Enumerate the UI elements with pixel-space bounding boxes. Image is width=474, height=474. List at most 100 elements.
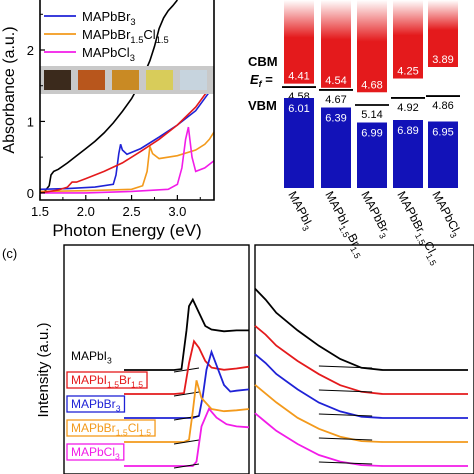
cbm-value: 4.25 (397, 66, 418, 78)
absorbance-line-mapbi3 (39, 0, 179, 194)
vbm-value: 6.95 (432, 127, 453, 139)
fermi-level-value: 5.14 (361, 109, 382, 121)
formula-part: 3 (448, 231, 459, 240)
composition-label: MAPbBr3 (356, 189, 394, 241)
cbm-bar (428, 0, 458, 67)
sample-film-1 (44, 70, 71, 90)
fermi-level-value: 4.86 (432, 100, 453, 112)
onset-baseline-guide (173, 463, 200, 469)
band-bars-group: 4.414.586.01MAPbI34.544.676.39MAPbI1.5Br… (282, 0, 465, 267)
absorbance-line-mapbcl3 (40, 126, 215, 194)
x-tick-label: 2.0 (77, 204, 95, 219)
cutoff-curve-mapbcl3 (254, 412, 468, 467)
cbm-value: 3.89 (432, 54, 453, 66)
formula-part: MAPbI (71, 349, 107, 363)
formula-part: 3 (300, 224, 311, 233)
y-tick-label: 1 (27, 114, 34, 129)
sample-photo-strip (40, 66, 214, 94)
formula-part: 3 (116, 404, 121, 414)
cutoff-curve-mapbbr15cl15 (254, 384, 468, 443)
series-label-box-mapbcl3 (66, 443, 125, 461)
vbm-value: 6.39 (325, 113, 346, 125)
sample-film-4 (146, 70, 173, 90)
formula-part: MAPbBr (71, 397, 116, 411)
formula-part: MAPbBr (82, 9, 131, 24)
cutoff-curve-mapbi15br15 (254, 325, 468, 395)
formula-part: 1.5 (130, 35, 143, 45)
photoemission-panel: (c) Intensity (a.u.) MAPbI3MAPbI1.5Br1.5… (2, 244, 474, 474)
series-label-mapbbr3: MAPbBr3 (71, 397, 121, 414)
onset-curve-mapbbr15cl15 (124, 380, 250, 443)
composition-label: MAPbI3 (283, 189, 317, 233)
formula-part: MAPbBr (358, 189, 391, 235)
absorbance-line-mapbbr15cl15 (39, 131, 215, 193)
onset-baseline-guide (173, 367, 200, 373)
formula-part: MAPbCl (71, 445, 115, 459)
intensity-series-group (124, 287, 468, 469)
formula-part: Cl (143, 27, 155, 42)
sample-film-2 (78, 70, 105, 90)
onset-curve-mapbi3 (124, 297, 249, 371)
composition-label: MAPbCl3 (427, 189, 465, 240)
absorbance-line-mapbi15br15 (39, 81, 215, 194)
formula-part: 3 (115, 452, 120, 462)
formula-part: 3 (107, 356, 112, 366)
formula-part: MAPbBr (71, 421, 116, 435)
formula-part: MAPbI (71, 373, 107, 387)
cbm-bar (321, 0, 351, 88)
fermi-sub: f (259, 79, 263, 89)
x-tick-label: 2.5 (123, 204, 141, 219)
y-tick-label: 0 (27, 186, 34, 201)
cutoff-subplot-frame (254, 244, 474, 474)
cbm-bar (393, 0, 423, 79)
intensity-series-labels: MAPbI3MAPbI1.5Br1.5MAPbBr3MAPbBr1.5Cl1.5… (66, 348, 156, 462)
formula-part: MAPbI (322, 189, 351, 227)
formula-part: 1.5 (156, 35, 169, 45)
cbm-value: 4.41 (288, 71, 309, 83)
band-alignment-panel: CBM Ef = VBM 4.414.586.01MAPbI34.544.676… (248, 0, 465, 267)
formula-part: MAPbBr (82, 27, 131, 42)
cbm-bar (357, 0, 387, 93)
formula-part: MAPbBr (394, 189, 427, 235)
vbm-bar (428, 121, 458, 188)
series-label-mapbi15br15: MAPbI1.5Br1.5 (71, 373, 143, 390)
cbm-value: 4.68 (361, 79, 382, 91)
absorbance-ticks: 1.5 2.0 2.5 3.0 0 1 2 (27, 13, 201, 219)
vbm-value: 6.89 (397, 125, 418, 137)
series-label-box-mapbi15br15 (66, 371, 148, 389)
vbm-bar (357, 122, 387, 188)
absorbance-axes-frame (39, 0, 215, 201)
legend-label-mapbbr15cl15: MAPbBr1.5Cl1.5 (82, 27, 169, 45)
formula-part: 1.5 (116, 428, 128, 438)
absorbance-line-mapbbr3 (39, 85, 215, 191)
cutoff-baseline-guide (318, 413, 373, 417)
formula-part: 3 (130, 17, 135, 27)
series-label-box-mapbi3 (67, 348, 116, 364)
cutoff-baseline-guide (318, 461, 373, 465)
cutoff-baseline-guide (318, 437, 373, 441)
formula-part: 1.5 (139, 428, 151, 438)
formula-part: MAPbCl (429, 189, 462, 234)
sample-film-3 (112, 70, 139, 90)
cbm-row-label: CBM (248, 54, 278, 69)
series-label-mapbbr15cl15: MAPbBr1.5Cl1.5 (71, 421, 151, 438)
onset-baseline-guide (173, 415, 200, 421)
vbm-value: 6.99 (361, 128, 382, 140)
cbm-value: 4.54 (325, 75, 346, 87)
legend-label-mapbcl3: MAPbCl3 (82, 45, 135, 63)
y-tick-label: 2 (27, 43, 34, 58)
onset-subplot-frame (63, 244, 250, 474)
series-label-mapbcl3: MAPbCl3 (71, 445, 120, 462)
formula-part: 3 (130, 53, 135, 63)
cutoff-curve-mapbi3 (254, 287, 468, 371)
fermi-level-value: 4.67 (325, 94, 346, 106)
formula-part: MAPbCl (82, 45, 130, 60)
formula-part: 1.5 (131, 380, 143, 390)
fermi-eq: = (262, 72, 274, 87)
x-tick-label: 1.5 (31, 204, 49, 219)
panel-c-label: (c) (2, 246, 17, 261)
legend-label-mapbbr3: MAPbBr3 (82, 9, 136, 27)
